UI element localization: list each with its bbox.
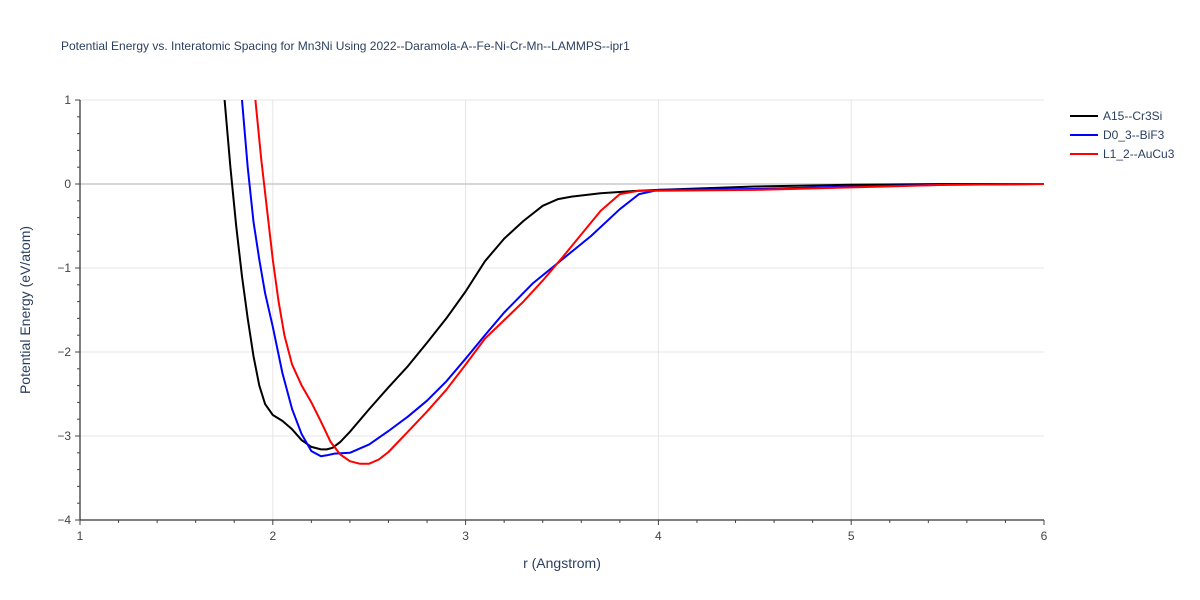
- y-tick-label: −4: [57, 513, 71, 527]
- series-line-3: [254, 100, 1044, 465]
- x-tick-label: 3: [462, 529, 469, 543]
- series-line-1: [223, 100, 1044, 451]
- tick-labels: 1 2 3 4 5 6 1 0 −1 −2 −3 −4: [57, 93, 1047, 543]
- axes: [75, 99, 1045, 525]
- legend: A15--Cr3Si D0_3--BiF3 L1_2--AuCu3: [1070, 109, 1175, 161]
- series-line-2: [241, 100, 1044, 458]
- y-tick-label: 0: [64, 177, 71, 191]
- legend-label: D0_3--BiF3: [1103, 128, 1165, 142]
- x-tick-label: 6: [1041, 529, 1048, 543]
- legend-label: L1_2--AuCu3: [1103, 147, 1175, 161]
- y-tick-label: −3: [57, 429, 71, 443]
- x-tick-label: 5: [848, 529, 855, 543]
- x-tick-label: 1: [77, 529, 84, 543]
- x-axis-title: r (Angstrom): [523, 555, 601, 571]
- x-tick-label: 4: [655, 529, 662, 543]
- legend-label: A15--Cr3Si: [1103, 109, 1162, 123]
- y-axis-title: Potential Energy (eV/atom): [17, 226, 33, 394]
- series-layer: [223, 100, 1044, 465]
- chart-title: Potential Energy vs. Interatomic Spacing…: [61, 39, 630, 53]
- y-tick-label: 1: [64, 93, 71, 107]
- x-tick-label: 2: [269, 529, 276, 543]
- y-tick-label: −2: [57, 345, 71, 359]
- y-tick-label: −1: [57, 261, 71, 275]
